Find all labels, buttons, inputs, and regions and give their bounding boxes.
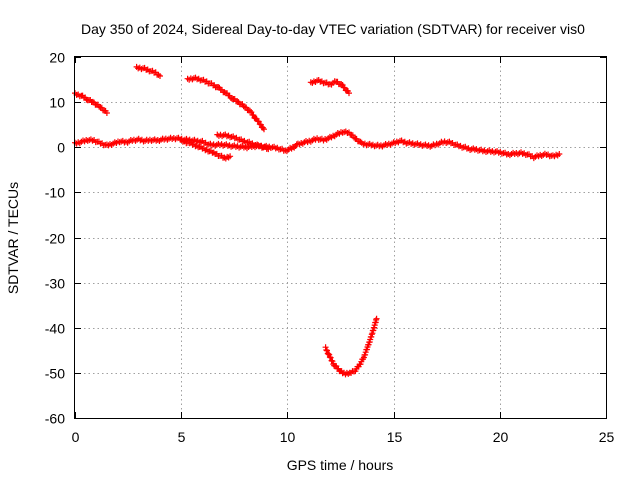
x-tick-label: 5 <box>178 429 186 445</box>
data-point <box>250 112 257 119</box>
y-tick-label: 10 <box>49 95 65 111</box>
chart-title: Day 350 of 2024, Sidereal Day-to-day VTE… <box>81 21 585 37</box>
data-point <box>556 151 563 157</box>
data-point <box>324 347 330 354</box>
series-arc-5h-high <box>184 74 267 133</box>
data-point <box>338 81 345 88</box>
data-point <box>103 110 110 116</box>
y-tick-label: 0 <box>57 140 65 156</box>
data-point <box>261 126 267 133</box>
x-tick-label: 10 <box>280 429 296 445</box>
series-arc-12h-dip <box>322 315 380 378</box>
data-point <box>257 121 264 128</box>
y-tick-labels: -60 -50 -40 -30 -20 -10 0 10 20 <box>45 50 65 427</box>
x-tick-label: 15 <box>387 429 403 445</box>
data-point <box>327 354 334 361</box>
data-point <box>248 109 255 116</box>
data-point <box>255 118 262 125</box>
y-tick-label: -60 <box>45 411 65 427</box>
data-points <box>72 63 563 378</box>
x-tick-label: 20 <box>493 429 509 445</box>
y-tick-label: -50 <box>45 366 65 382</box>
data-point <box>329 358 336 365</box>
data-point <box>265 146 272 153</box>
data-point <box>373 315 380 322</box>
data-point <box>96 103 103 110</box>
y-tick-label: -10 <box>45 185 65 201</box>
y-tick-label: 20 <box>49 50 65 66</box>
x-tick-label: 25 <box>599 429 615 445</box>
plot-frame <box>74 56 607 419</box>
y-tick-label: -40 <box>45 321 65 337</box>
y-axis-label: SDTVAR / TECUs <box>5 182 21 294</box>
data-point <box>227 153 234 160</box>
data-point <box>234 98 241 105</box>
x-axis-label: GPS time / hours <box>287 457 394 473</box>
data-point <box>322 344 329 351</box>
x-tick-labels: 0 5 10 15 20 25 <box>72 429 615 445</box>
grid-lines <box>75 57 606 418</box>
series-arc-11h-high <box>307 77 352 97</box>
series-arc-dip-7h <box>178 137 234 162</box>
data-point <box>346 90 352 97</box>
series-arc-3h-high <box>133 63 163 79</box>
series-arc-7h-bump <box>214 131 272 153</box>
y-tick-label: -20 <box>45 231 65 247</box>
x-tick-label: 0 <box>72 429 80 445</box>
data-point <box>157 73 163 79</box>
y-tick-label: -30 <box>45 276 65 292</box>
data-point <box>247 107 253 114</box>
